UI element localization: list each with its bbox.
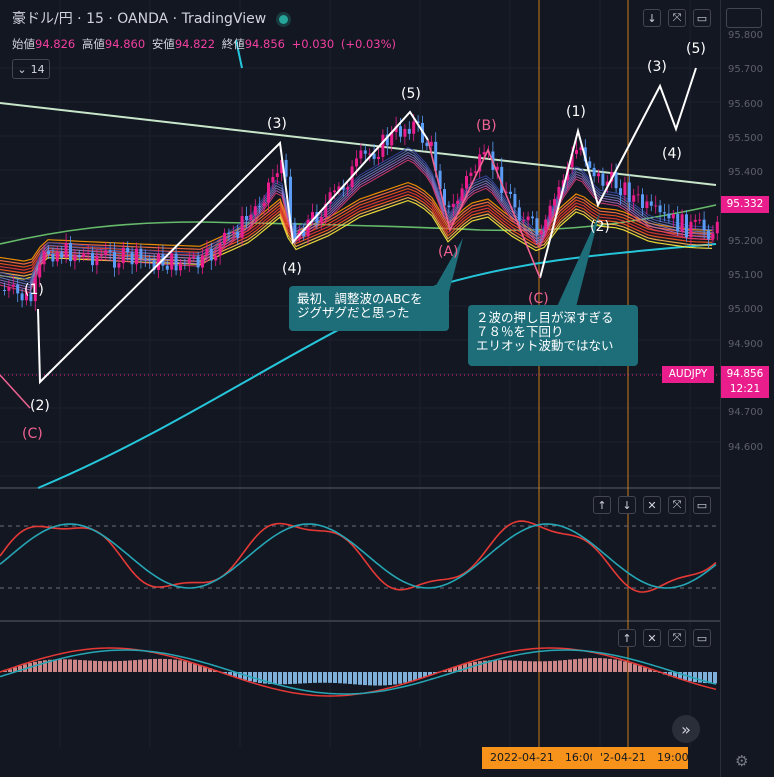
title-separator: ·	[108, 11, 113, 27]
change-percent: (+0.03%)	[340, 37, 396, 51]
close-icon: ✕	[647, 498, 657, 512]
osc-collapse-button[interactable]: ⤧	[668, 496, 686, 514]
price-tick: 95.100	[728, 270, 763, 282]
wave-label-a: (A)	[438, 244, 459, 260]
price-tick: 94.900	[728, 338, 763, 350]
symbol-tag: AUDJPY	[662, 366, 714, 383]
settings-gear-icon[interactable]: ⚙	[735, 752, 749, 770]
elliott-wave-left[interactable]	[37, 110, 429, 385]
drawing-stub	[235, 39, 243, 69]
wave-label-1-right: (1)	[566, 104, 586, 120]
ma-ribbon	[0, 147, 715, 294]
price-tick: 94.600	[728, 441, 763, 453]
price-tick: 95.000	[728, 304, 763, 316]
last-price-value: 94.856	[726, 368, 764, 380]
price-tick: 95.500	[728, 132, 763, 144]
high-label: 高値	[81, 37, 105, 51]
close-value: 94.856	[244, 37, 285, 51]
price-tick: 94.700	[728, 407, 763, 419]
double-chevron-right-icon: »	[681, 719, 691, 739]
low-value: 94.822	[174, 37, 216, 51]
note1-pointer	[430, 238, 463, 296]
wave-label-4: (4)	[282, 261, 302, 277]
title-separator: ·	[77, 11, 82, 27]
price-tick: 95.700	[728, 64, 763, 76]
macd-indicator	[0, 647, 717, 697]
wave-label-5-right: (5)	[686, 41, 706, 57]
c-wave-line	[0, 374, 31, 409]
arrow-up-icon: ↑	[597, 498, 607, 512]
interval: 15	[86, 11, 104, 27]
collapse-icon: ⤧	[672, 631, 682, 644]
collapse-icon: ⤧	[672, 11, 682, 24]
indicator-count: 14	[30, 62, 45, 76]
wave-label-c: (C)	[528, 291, 549, 307]
maximize-icon: ▭	[696, 631, 708, 645]
macd-collapse-button[interactable]: ⤧	[668, 629, 686, 647]
wave-label-c-left: (C)	[22, 426, 43, 442]
macd-maximize-button[interactable]: ▭	[693, 629, 711, 647]
price-axis-box[interactable]	[726, 8, 762, 28]
grid-lines	[0, 0, 720, 747]
price-tick: 95.400	[728, 167, 763, 179]
osc-move-down-button[interactable]: ↓	[618, 496, 636, 514]
maximize-icon: ▭	[696, 11, 708, 25]
move-pane-down-button[interactable]: ↓	[643, 9, 661, 27]
change-value: +0.030	[291, 37, 335, 51]
green-ma-line	[0, 204, 717, 245]
annotation-note-2[interactable]: ２波の押し目が深すぎる ７８％を下回り エリオット波動ではない	[468, 305, 638, 366]
macd-close-button[interactable]: ✕	[643, 629, 661, 647]
wave-label-5: (5)	[401, 86, 421, 102]
broker: OANDA	[117, 11, 169, 27]
note2-pointer	[555, 212, 600, 311]
wave-label-2-right: (2)	[590, 219, 610, 235]
arrow-down-icon: ↓	[647, 11, 657, 25]
indicator-collapse-button[interactable]: ⌄ 14	[12, 59, 50, 79]
collapse-icon: ⤧	[672, 498, 682, 511]
wave-label-4-right: (4)	[662, 146, 682, 162]
wave-label-b: (B)	[476, 118, 497, 134]
maximize-pane-button[interactable]: ▭	[693, 9, 711, 27]
arrow-down-icon: ↓	[622, 498, 632, 512]
wave-label-3-right: (3)	[647, 59, 667, 75]
low-label: 安値	[151, 37, 175, 51]
title-separator: ·	[172, 11, 178, 27]
ohlc-legend: 始値94.826 高値94.860 安値94.822 終値94.856 +0.0…	[12, 36, 399, 52]
last-price-tag: 94.856 12:21	[721, 366, 769, 398]
maximize-icon: ▭	[696, 498, 708, 512]
elliott-wave-right[interactable]	[539, 67, 697, 279]
scroll-to-realtime-button[interactable]: »	[672, 715, 700, 743]
abc-wave-line[interactable]	[427, 139, 541, 279]
high-value: 94.860	[104, 37, 146, 51]
platform: TradingView	[181, 11, 267, 27]
current-price-tag: 95.332	[721, 196, 769, 213]
price-tick: 95.800	[728, 30, 763, 41]
collapse-pane-button[interactable]: ⤧	[668, 9, 686, 27]
wave-label-3: (3)	[267, 116, 287, 132]
wave-label-2-left: (2)	[30, 398, 50, 414]
stochastic-oscillator	[0, 520, 717, 593]
osc-move-up-button[interactable]: ↑	[593, 496, 611, 514]
time-tag-2: '2-04-21 19:00	[592, 747, 689, 769]
osc-maximize-button[interactable]: ▭	[693, 496, 711, 514]
price-tick: 95.200	[728, 235, 763, 247]
close-label: 終値	[221, 37, 245, 51]
upper-trendline[interactable]	[0, 102, 717, 186]
osc-close-button[interactable]: ✕	[643, 496, 661, 514]
macd-move-up-button[interactable]: ↑	[618, 629, 636, 647]
close-icon: ✕	[647, 631, 657, 645]
price-tick: 95.600	[728, 98, 763, 110]
arrow-up-icon: ↑	[622, 631, 632, 645]
open-label: 始値	[12, 37, 35, 51]
market-status-icon	[278, 14, 288, 24]
chart-title[interactable]: 豪ドル/円 · 15 · OANDA · TradingView	[12, 8, 288, 28]
time-tag-1: 2022-04-21 16:00	[482, 747, 597, 769]
wave-label-1-left: (1)	[24, 282, 44, 298]
chevron-down-icon: ⌄	[17, 62, 27, 76]
open-value: 94.826	[35, 37, 76, 51]
bar-countdown: 12:21	[729, 383, 761, 395]
annotation-note-1[interactable]: 最初、調整波のABCを ジグザグだと思った	[289, 286, 449, 331]
symbol-name: 豪ドル/円	[12, 11, 73, 27]
